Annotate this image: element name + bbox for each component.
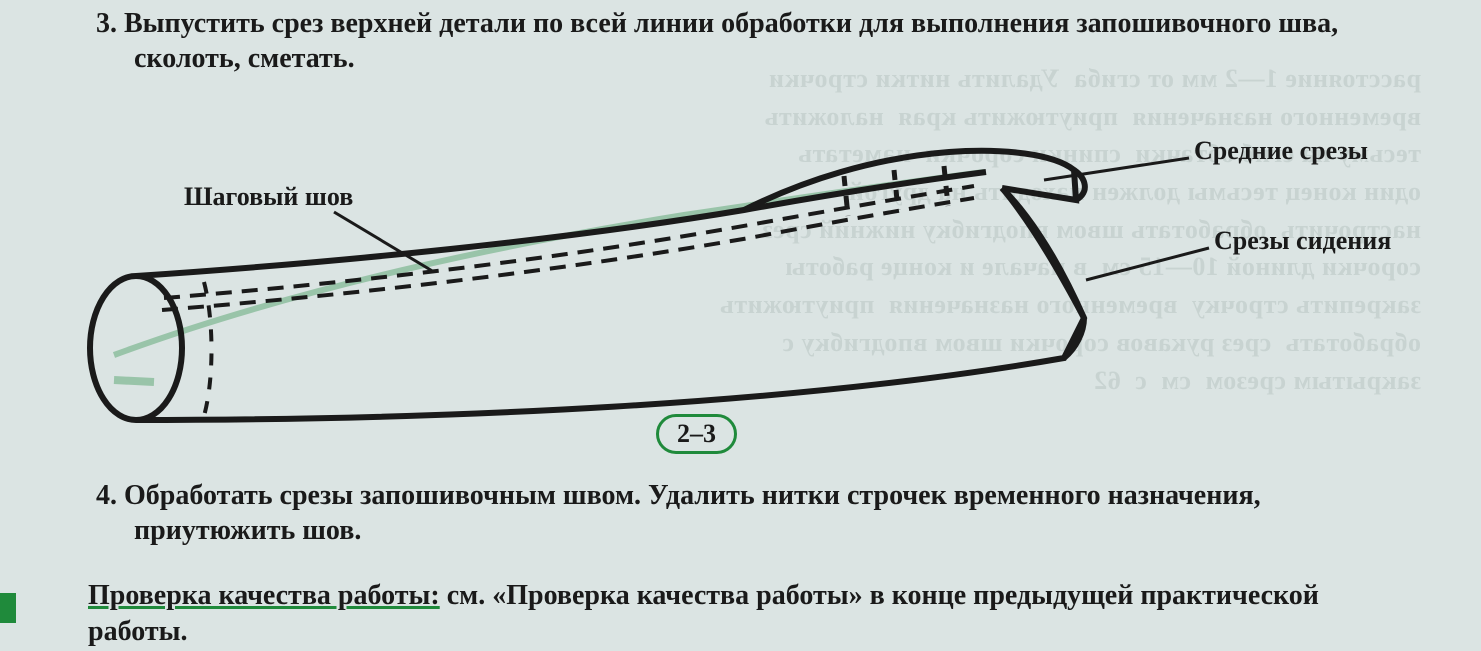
quality-check: Проверка качества работы: см. «Проверка … (44, 576, 1421, 651)
label-seat-cuts: Срезы сидения (1214, 226, 1391, 256)
quality-check-lead: Проверка качества работы: (88, 580, 440, 611)
page-content: 3. Выпустить срез верхней детали по всей… (0, 0, 1481, 651)
label-step-seam: Шаговый шов (184, 182, 353, 212)
label-center-cuts: Средние срезы (1194, 136, 1368, 166)
step-3-num: 3. (96, 8, 117, 39)
trouser-leg-diagram (44, 80, 1424, 440)
figure-number-badge: 2–3 (656, 414, 737, 454)
figure-2-3: Шаговый шов Средние срезы Срезы сидения … (44, 80, 1421, 460)
step-4-text: Обработать срезы запошивочным швом. Удал… (124, 480, 1261, 546)
step-4: 4. Обработать срезы запошивочным швом. У… (44, 460, 1421, 548)
step-3: 3. Выпустить срез верхней детали по всей… (44, 0, 1421, 76)
step-3-text: Выпустить срез верхней детали по всей ли… (124, 8, 1338, 74)
step-4-num: 4. (96, 480, 117, 511)
